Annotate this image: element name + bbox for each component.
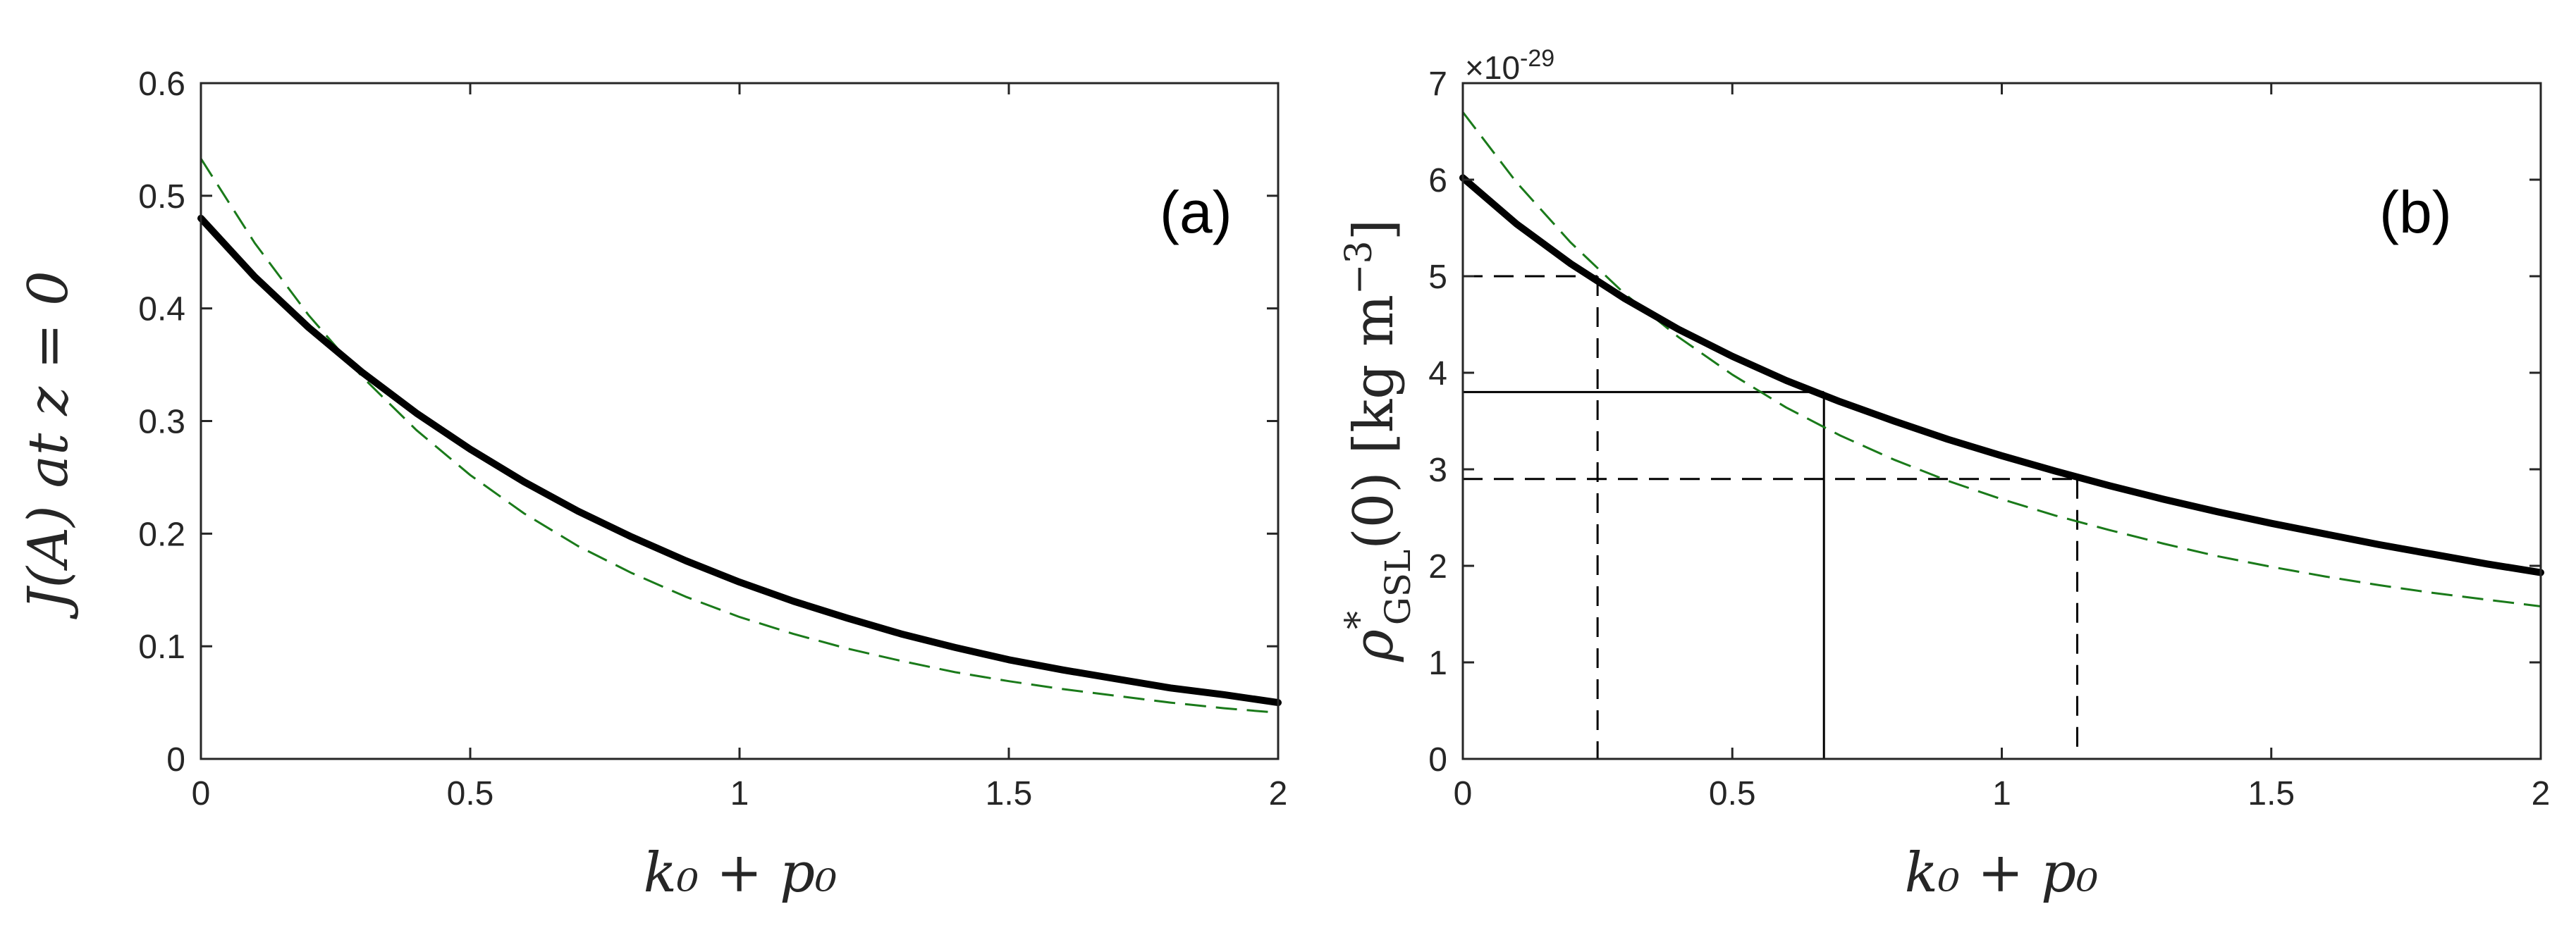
panel-b-ytick-label: 1 [1428, 645, 1447, 682]
panel-b-reference-lines [1463, 275, 2079, 759]
panel-b-x-axis-label: k₀ + p₀ [1905, 841, 2099, 905]
panel-b-series-group [1459, 111, 2544, 607]
panel-b-ytick-label: 2 [1428, 548, 1447, 586]
panel-b-ytick-label: 6 [1428, 162, 1447, 199]
panel-b-xtick-label: 0.5 [1709, 775, 1756, 812]
panel-b-y-label-sup: * [1338, 611, 1380, 629]
panel-a-xtick-label: 0.5 [447, 775, 494, 812]
panel-a-label: (a) [1160, 179, 1232, 245]
panel-a-ytick-label: 0.6 [138, 66, 185, 103]
panel-b-xtick-label: 1 [1992, 775, 2011, 812]
panel-b-y-label-exp: −3 [1338, 240, 1380, 295]
panel-b-ticks: 0 0.5 1 1.5 2 0 1 2 3 4 5 6 7 [1428, 66, 2550, 812]
panel-b-y-label-close: ] [1342, 219, 1406, 240]
panel-a: 0 0.5 1 1.5 2 0 0.1 0.2 0.3 0.4 0.5 0.6 (a) k₀ + p₀… [17, 66, 1287, 905]
panel-b-y-axis-label: ρ*GSL(0) [kg m−3] [1338, 219, 1418, 662]
panel-b-xtick-label: 2 [2532, 775, 2551, 812]
panel-b-exponent-value: -29 [1520, 45, 1554, 72]
panel-b-ytick-label: 7 [1428, 66, 1447, 103]
panel-a-xtick-label: 1.5 [986, 775, 1033, 812]
panel-b-exponent: ×10-29 [1465, 45, 1554, 86]
panel-a-xtick-label: 1 [730, 775, 749, 812]
panel-b: 0 0.5 1 1.5 2 0 1 2 3 4 5 6 7 (b) ×10-29 k₀ + p₀ ρ*G… [1338, 45, 2550, 905]
panel-b-y-label-rest: (0) [kg m [1342, 295, 1406, 550]
panel-b-label: (b) [2379, 179, 2452, 245]
panel-a-ytick-label: 0 [166, 741, 185, 779]
panel-a-ytick-label: 0.1 [138, 629, 185, 666]
panel-a-axes [200, 82, 1280, 760]
panel-b-ytick-label: 5 [1428, 259, 1447, 296]
panel-b-ytick-label: 0 [1428, 741, 1447, 779]
panel-b-ytick-label: 3 [1428, 452, 1447, 489]
panel-b-xtick-label: 1.5 [2247, 775, 2295, 812]
panel-b-y-label-base: ρ [1342, 629, 1406, 662]
panel-b-xtick-label: 0 [1454, 775, 1473, 812]
panel-b-y-label-sub: GSL [1378, 550, 1418, 625]
panel-a-series-dashed-fit [200, 158, 1279, 714]
panel-a-ytick-label: 0.3 [138, 404, 185, 441]
panel-a-ytick-label: 0.4 [138, 291, 185, 328]
panel-a-y-axis-label: J(A) at z = 0 [17, 271, 80, 620]
panel-a-series-group [197, 158, 1282, 714]
panel-a-ytick-label: 0.5 [138, 178, 185, 216]
panel-a-ytick-label: 0.2 [138, 516, 185, 553]
panel-a-xtick-label: 2 [1269, 775, 1288, 812]
panel-a-series-solid-curve [197, 214, 1282, 707]
panel-a-axes-box [200, 82, 1280, 760]
panel-a-xtick-label: 0 [192, 775, 211, 812]
panel-a-x-axis-label: k₀ + p₀ [644, 841, 838, 905]
panel-b-series-solid-curve [1459, 174, 2544, 576]
panel-a-ticks: 0 0.5 1 1.5 2 0 0.1 0.2 0.3 0.4 0.5 0.6 [138, 66, 1287, 812]
panel-b-ytick-label: 4 [1428, 355, 1447, 392]
panel-b-exponent-base: ×10 [1465, 49, 1520, 86]
